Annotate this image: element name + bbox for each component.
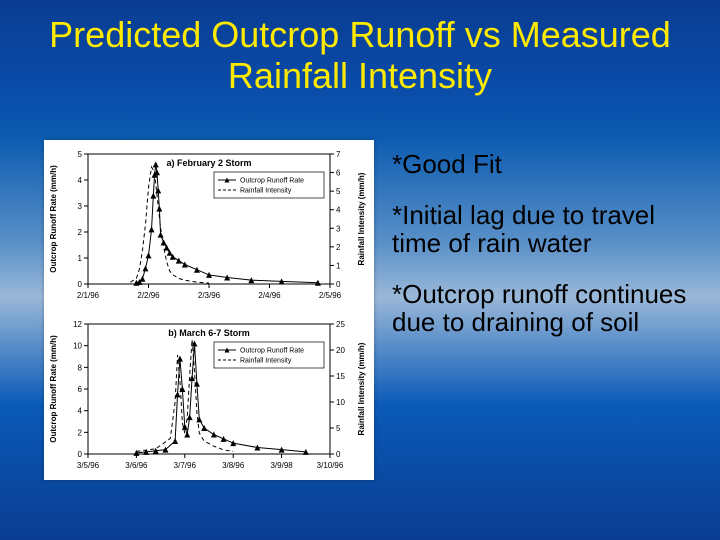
svg-text:15: 15	[336, 372, 345, 381]
svg-text:7: 7	[336, 150, 341, 159]
svg-text:3/9/98: 3/9/98	[270, 461, 293, 470]
svg-text:3/7/96: 3/7/96	[174, 461, 197, 470]
svg-text:3: 3	[336, 224, 341, 233]
svg-text:Outcrop Runoff Rate: Outcrop Runoff Rate	[240, 178, 304, 185]
svg-text:10: 10	[336, 398, 345, 407]
svg-text:Rainfall Intensity (mm/h): Rainfall Intensity (mm/h)	[357, 172, 366, 265]
svg-text:Rainfall Intensity: Rainfall Intensity	[240, 188, 292, 195]
svg-text:Rainfall Intensity (mm/h): Rainfall Intensity (mm/h)	[357, 342, 366, 435]
svg-text:2: 2	[78, 228, 83, 237]
svg-text:25: 25	[336, 320, 345, 329]
svg-text:0: 0	[78, 450, 83, 459]
svg-text:3/10/96: 3/10/96	[317, 461, 344, 470]
bullet-1: *Good Fit	[392, 150, 692, 179]
chart-a: 0 1 2 3 4 5 0 1 2 3 4 5 6 7 2/1/96 2/2/96 2/3/96 2/4/96 2/…	[44, 140, 374, 310]
svg-text:6: 6	[336, 169, 341, 178]
svg-text:Outcrop Runoff Rate (mm/h): Outcrop Runoff Rate (mm/h)	[49, 335, 58, 443]
chart-frame: 012345012345672/1/962/2/962/3/962/4/962/…	[44, 140, 374, 480]
svg-text:Rainfall Intensity: Rainfall Intensity	[240, 358, 292, 365]
svg-text:3/8/96: 3/8/96	[222, 461, 245, 470]
svg-text:3/6/96: 3/6/96	[125, 461, 148, 470]
svg-text:4: 4	[336, 206, 341, 215]
svg-text:2/3/96: 2/3/96	[198, 291, 221, 300]
svg-text:4: 4	[78, 176, 83, 185]
svg-text:1: 1	[78, 254, 83, 263]
svg-text:20: 20	[336, 346, 345, 355]
svg-text:0: 0	[336, 280, 341, 289]
svg-text:8: 8	[78, 363, 83, 372]
svg-text:2/5/96: 2/5/96	[319, 291, 342, 300]
svg-text:3/5/96: 3/5/96	[77, 461, 100, 470]
svg-text:Outcrop Runoff Rate (mm/h): Outcrop Runoff Rate (mm/h)	[49, 165, 58, 273]
svg-text:Outcrop Runoff Rate: Outcrop Runoff Rate	[240, 348, 304, 355]
svg-text:4: 4	[78, 407, 83, 416]
svg-text:0: 0	[336, 450, 341, 459]
svg-text:5: 5	[336, 187, 341, 196]
svg-text:2: 2	[78, 428, 83, 437]
svg-text:2/4/96: 2/4/96	[258, 291, 281, 300]
bullet-3: *Outcrop runoff continues due to drainin…	[392, 280, 692, 337]
svg-text:6: 6	[78, 385, 83, 394]
chart-b: 0 2 4 6 8 10 12 0 5 10 15 20 25 3/5/96 3/6/96 3/7/96 3/8…	[44, 310, 374, 480]
page-title: Predicted Outcrop Runoff vs Measured Rai…	[0, 14, 720, 97]
svg-text:a) February 2 Storm: a) February 2 Storm	[166, 158, 251, 168]
bullet-2: *Initial lag due to travel time of rain …	[392, 201, 692, 258]
svg-text:10: 10	[73, 342, 82, 351]
svg-text:5: 5	[78, 150, 83, 159]
svg-text:12: 12	[73, 320, 82, 329]
bullet-list: *Good Fit *Initial lag due to travel tim…	[392, 150, 692, 359]
slide: Predicted Outcrop Runoff vs Measured Rai…	[0, 0, 720, 540]
svg-text:2/1/96: 2/1/96	[77, 291, 100, 300]
svg-text:5: 5	[336, 424, 341, 433]
svg-text:1: 1	[336, 261, 341, 270]
svg-text:2: 2	[336, 243, 341, 252]
svg-text:2/2/96: 2/2/96	[137, 291, 160, 300]
svg-text:b) March 6-7 Storm: b) March 6-7 Storm	[168, 328, 250, 338]
svg-text:0: 0	[78, 280, 83, 289]
svg-text:3: 3	[78, 202, 83, 211]
